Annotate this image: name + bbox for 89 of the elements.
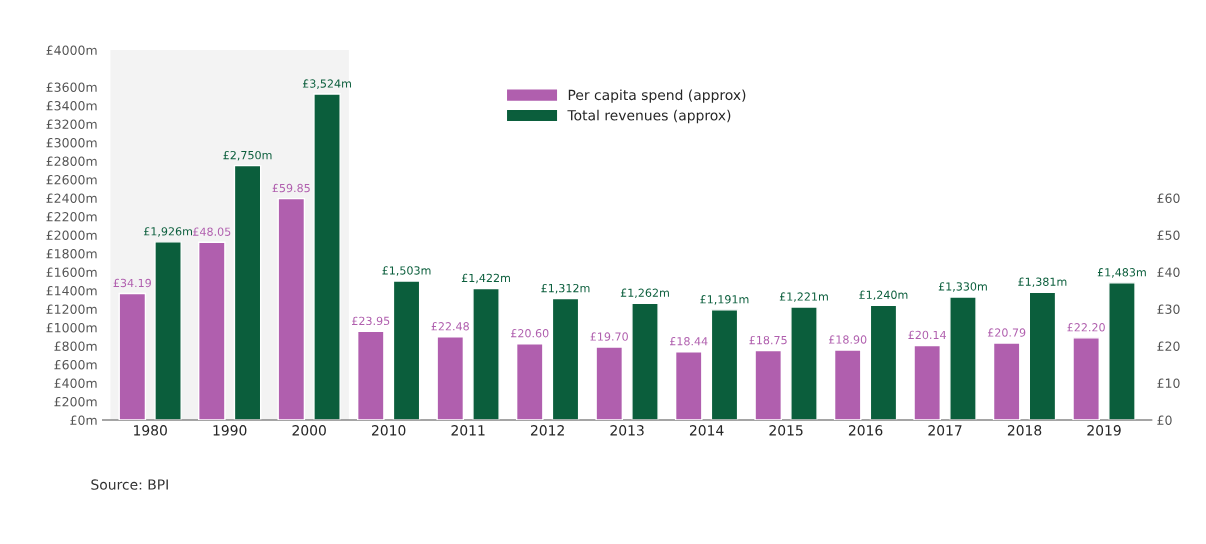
y-tick-label: £1200m bbox=[46, 304, 97, 314]
data-label: £22.20 bbox=[1067, 323, 1105, 332]
y-tick-label: £3600m bbox=[46, 82, 97, 92]
legend-label: Total revenues (approx) bbox=[567, 109, 731, 124]
data-label: £1,191m bbox=[700, 295, 749, 305]
y-tick-label: £2000m bbox=[46, 230, 97, 240]
y-tick-label: £3200m bbox=[46, 119, 97, 129]
data-label: £1,262m bbox=[620, 288, 669, 299]
bar bbox=[992, 342, 1021, 420]
x-tick-label: 2019 bbox=[1087, 425, 1121, 436]
y-tick-label: £200m bbox=[54, 396, 97, 407]
data-label: £2,750m bbox=[223, 150, 272, 161]
y-tick-label: £400m bbox=[54, 378, 97, 388]
bar bbox=[1072, 337, 1100, 420]
y-tick-label: £1600m bbox=[46, 267, 97, 277]
bar bbox=[356, 330, 385, 420]
data-label: £34.19 bbox=[113, 278, 151, 288]
x-tick-label: 2018 bbox=[1007, 425, 1042, 436]
data-label: £3,524m bbox=[302, 79, 351, 89]
data-label: £1,381m bbox=[1018, 277, 1067, 288]
y2-tick-label: £10 bbox=[1157, 378, 1180, 388]
data-label: £18.90 bbox=[828, 335, 867, 344]
data-label: £23.95 bbox=[352, 316, 390, 326]
y-tick-label: £1400m bbox=[46, 285, 97, 296]
data-label: £20.79 bbox=[987, 328, 1026, 337]
bar bbox=[1108, 282, 1136, 420]
data-label: £59.85 bbox=[272, 183, 310, 193]
bar bbox=[595, 346, 624, 420]
bar bbox=[472, 287, 500, 420]
y2-tick-label: £60 bbox=[1157, 193, 1180, 203]
data-label: £1,926m bbox=[143, 227, 192, 237]
y-tick-label: £2400m bbox=[46, 193, 97, 203]
data-label: £18.44 bbox=[669, 337, 708, 346]
bar bbox=[631, 302, 659, 420]
data-label: £1,221m bbox=[779, 292, 828, 302]
y-tick-label: £600m bbox=[54, 359, 97, 370]
y2-tick-label: £40 bbox=[1157, 267, 1180, 277]
y-tick-label: £800m bbox=[54, 341, 97, 351]
y-tick-label: £4000m bbox=[46, 45, 97, 55]
data-label: £1,312m bbox=[541, 283, 590, 294]
bar bbox=[913, 344, 941, 420]
bar bbox=[515, 343, 544, 420]
data-label: £18.75 bbox=[749, 335, 787, 345]
y-tick-label: £3400m bbox=[46, 101, 97, 111]
y-tick-label: £2200m bbox=[46, 211, 97, 222]
x-tick-label: 1990 bbox=[213, 425, 247, 436]
bar bbox=[710, 309, 739, 420]
data-label: £1,503m bbox=[382, 266, 431, 276]
data-label: £20.60 bbox=[511, 329, 549, 338]
bar bbox=[392, 280, 421, 420]
bar bbox=[436, 336, 465, 420]
x-tick-label: 2013 bbox=[610, 425, 644, 436]
bar bbox=[790, 306, 818, 420]
bar bbox=[833, 349, 862, 420]
data-label: £1,483m bbox=[1097, 268, 1146, 278]
x-tick-label: 2011 bbox=[451, 425, 485, 436]
x-tick-label: 2000 bbox=[292, 425, 326, 436]
data-label: £1,330m bbox=[938, 282, 987, 292]
bar bbox=[551, 297, 580, 420]
y2-tick-label: £20 bbox=[1157, 341, 1180, 351]
source-note: Source: BPI bbox=[91, 479, 168, 490]
data-label: £1,422m bbox=[461, 273, 510, 284]
y-tick-label: £1800m bbox=[46, 248, 97, 259]
x-tick-label: 2014 bbox=[689, 425, 724, 436]
bar bbox=[754, 349, 783, 420]
y-tick-label: £2800m bbox=[46, 156, 97, 166]
y-tick-label: £1000m bbox=[46, 322, 97, 333]
x-tick-label: 2010 bbox=[372, 425, 406, 436]
y2-tick-label: £30 bbox=[1157, 304, 1180, 314]
y2-tick-label: £0 bbox=[1157, 415, 1172, 425]
y-tick-label: £2600m bbox=[46, 174, 97, 185]
bar bbox=[1028, 291, 1057, 420]
bar bbox=[869, 304, 898, 420]
bar bbox=[949, 296, 977, 420]
bar bbox=[674, 351, 703, 420]
data-label: £22.48 bbox=[431, 322, 469, 331]
y2-tick-label: £50 bbox=[1157, 230, 1180, 240]
x-tick-label: 2012 bbox=[530, 425, 564, 436]
x-tick-label: 2017 bbox=[928, 425, 962, 436]
x-tick-label: 1980 bbox=[134, 425, 167, 436]
y-tick-label: £0m bbox=[70, 415, 97, 425]
data-label: £20.14 bbox=[908, 330, 946, 340]
data-label: £19.70 bbox=[590, 332, 628, 341]
legend-label: Per capita spend (approx) bbox=[568, 89, 746, 103]
data-label: £1,240m bbox=[859, 290, 908, 301]
data-label: £48.05 bbox=[193, 227, 231, 236]
x-tick-label: 2015 bbox=[769, 425, 803, 436]
y-tick-label: £3000m bbox=[46, 138, 97, 148]
x-tick-label: 2016 bbox=[848, 425, 883, 436]
